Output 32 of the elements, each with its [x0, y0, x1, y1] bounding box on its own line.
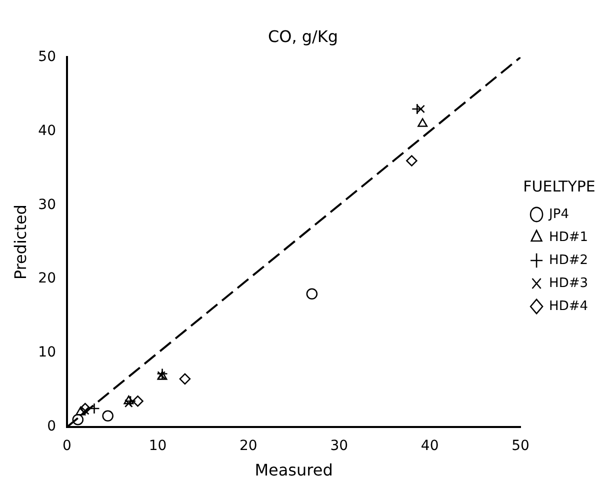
- legend-label: JP4: [548, 206, 570, 222]
- legend-title: FUELTYPE: [523, 177, 596, 196]
- point: [406, 155, 418, 166]
- point: [418, 118, 428, 127]
- legend-label: HD#1: [549, 230, 588, 245]
- point: [76, 406, 86, 416]
- x-tick-label: 30: [330, 438, 348, 454]
- y-tick-label: 10: [38, 344, 56, 361]
- y-tick-label: 20: [38, 270, 56, 287]
- x-tick-label: 50: [512, 438, 530, 454]
- y-tick-label: 0: [47, 418, 56, 435]
- point: [306, 288, 318, 300]
- x-tick-label: 40: [420, 438, 439, 454]
- y-tick-label: 40: [38, 122, 56, 139]
- point: [124, 395, 134, 404]
- x-tick-label: 0: [62, 438, 72, 454]
- chart-title: CO, g/Kg: [268, 26, 338, 46]
- y-tick-label: 50: [38, 48, 56, 65]
- point: [102, 410, 114, 422]
- point: [72, 414, 84, 426]
- x-tick-label: 20: [240, 438, 258, 454]
- x-axis-title: Measured: [254, 460, 333, 480]
- x-tick-label: 10: [148, 438, 167, 454]
- y-tick-label: 30: [38, 196, 56, 213]
- y-axis-title: Predicted: [10, 204, 30, 280]
- legend-label: HD#3: [549, 276, 588, 291]
- point: [132, 395, 144, 407]
- legend-label: HD#4: [549, 298, 588, 314]
- point: [124, 399, 133, 408]
- point: [179, 373, 191, 385]
- point: [80, 406, 90, 415]
- legend-label: HD#2: [549, 252, 588, 268]
